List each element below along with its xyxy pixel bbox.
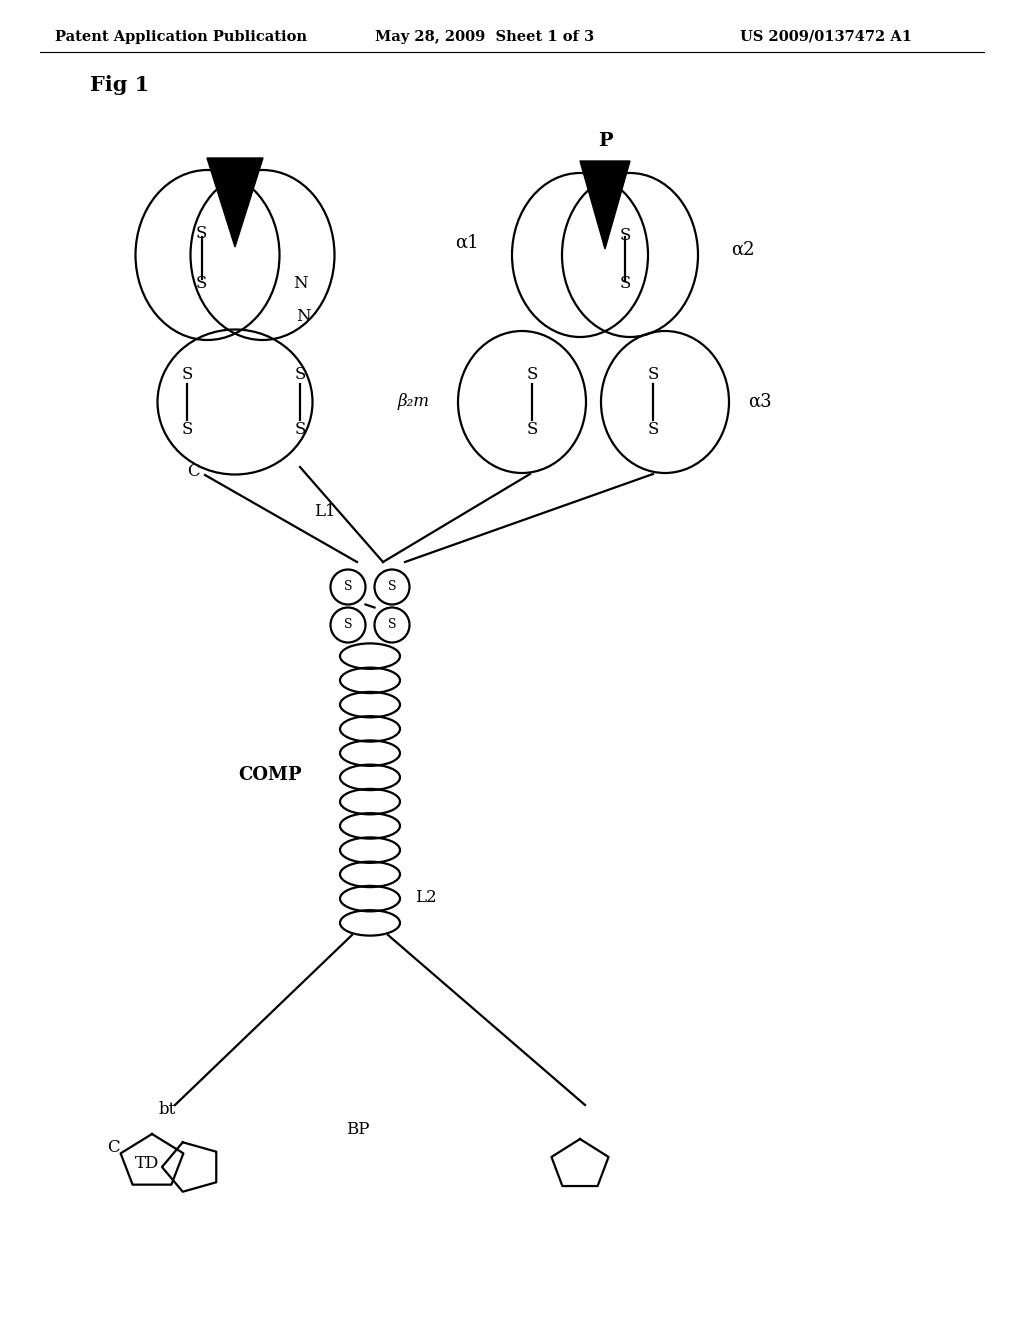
Text: S: S xyxy=(620,227,631,243)
Text: α2: α2 xyxy=(731,242,755,259)
Text: S: S xyxy=(620,275,631,292)
Text: C: C xyxy=(106,1138,120,1155)
Text: α3: α3 xyxy=(749,393,772,411)
Text: α1: α1 xyxy=(456,234,479,252)
Text: L2: L2 xyxy=(415,888,436,906)
Text: S: S xyxy=(294,421,306,438)
Text: S: S xyxy=(344,619,352,631)
Text: S: S xyxy=(181,421,193,438)
Text: bt: bt xyxy=(159,1101,176,1118)
Text: N: N xyxy=(296,309,310,326)
Text: Fig 1: Fig 1 xyxy=(90,75,150,95)
Text: S: S xyxy=(526,366,538,383)
Text: S: S xyxy=(196,275,207,292)
Text: US 2009/0137472 A1: US 2009/0137472 A1 xyxy=(740,30,912,44)
Text: S: S xyxy=(344,581,352,594)
Text: S: S xyxy=(647,421,658,438)
Text: May 28, 2009  Sheet 1 of 3: May 28, 2009 Sheet 1 of 3 xyxy=(375,30,594,44)
Text: L1: L1 xyxy=(314,503,336,520)
Text: S: S xyxy=(196,224,207,242)
Text: β₂m: β₂m xyxy=(398,393,430,411)
Text: S: S xyxy=(294,366,306,383)
Text: S: S xyxy=(388,619,396,631)
Text: S: S xyxy=(526,421,538,438)
Text: S: S xyxy=(388,581,396,594)
Text: P: P xyxy=(598,132,612,150)
Text: S: S xyxy=(181,366,193,383)
Text: BP: BP xyxy=(346,1122,370,1138)
Text: TD: TD xyxy=(135,1155,159,1172)
Polygon shape xyxy=(580,161,630,249)
Text: COMP: COMP xyxy=(239,766,302,784)
Text: N: N xyxy=(293,275,307,292)
Text: C: C xyxy=(186,463,200,480)
Polygon shape xyxy=(207,158,263,247)
Text: Patent Application Publication: Patent Application Publication xyxy=(55,30,307,44)
Text: S: S xyxy=(647,366,658,383)
